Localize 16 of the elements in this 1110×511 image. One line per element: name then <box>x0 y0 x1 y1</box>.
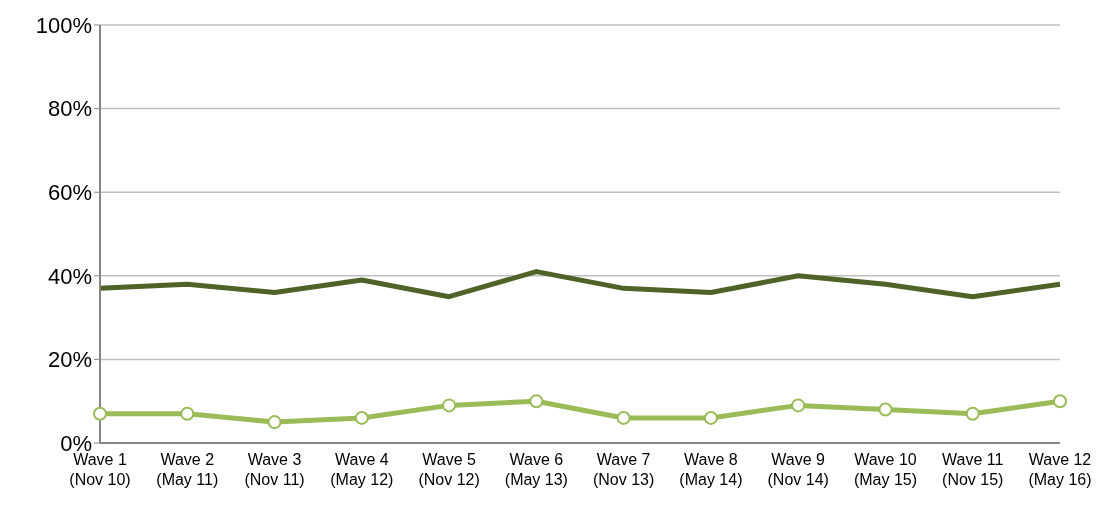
x-tick-label: Wave 7 (Nov 13) <box>592 451 655 488</box>
x-tick-label: Wave 2 (May 11) <box>156 451 219 488</box>
y-tick-label: 60% <box>47 180 92 206</box>
x-tick-label: Wave 3 (Nov 11) <box>244 451 305 488</box>
x-tick-label: Wave 12 (May 16) <box>1028 451 1092 488</box>
x-tick-label: Wave 6 (May 13) <box>504 451 568 488</box>
x-tick-label: Wave 5 (Nov 12) <box>418 451 480 488</box>
y-tick-label: 100% <box>35 12 92 38</box>
x-tick-label: Wave 10 (May 15) <box>853 451 918 488</box>
y-tick-label: 20% <box>47 347 92 373</box>
x-tick-label: Wave 4 (May 12) <box>330 451 394 488</box>
x-tick-label: Wave 8 (May 14) <box>679 451 743 488</box>
y-tick-label: 80% <box>47 96 92 122</box>
x-tick-label: Wave 11 (Nov 15) <box>942 451 1004 488</box>
y-tick-label: 40% <box>47 263 92 289</box>
x-tick-label: Wave 9 (Nov 14) <box>767 451 829 488</box>
